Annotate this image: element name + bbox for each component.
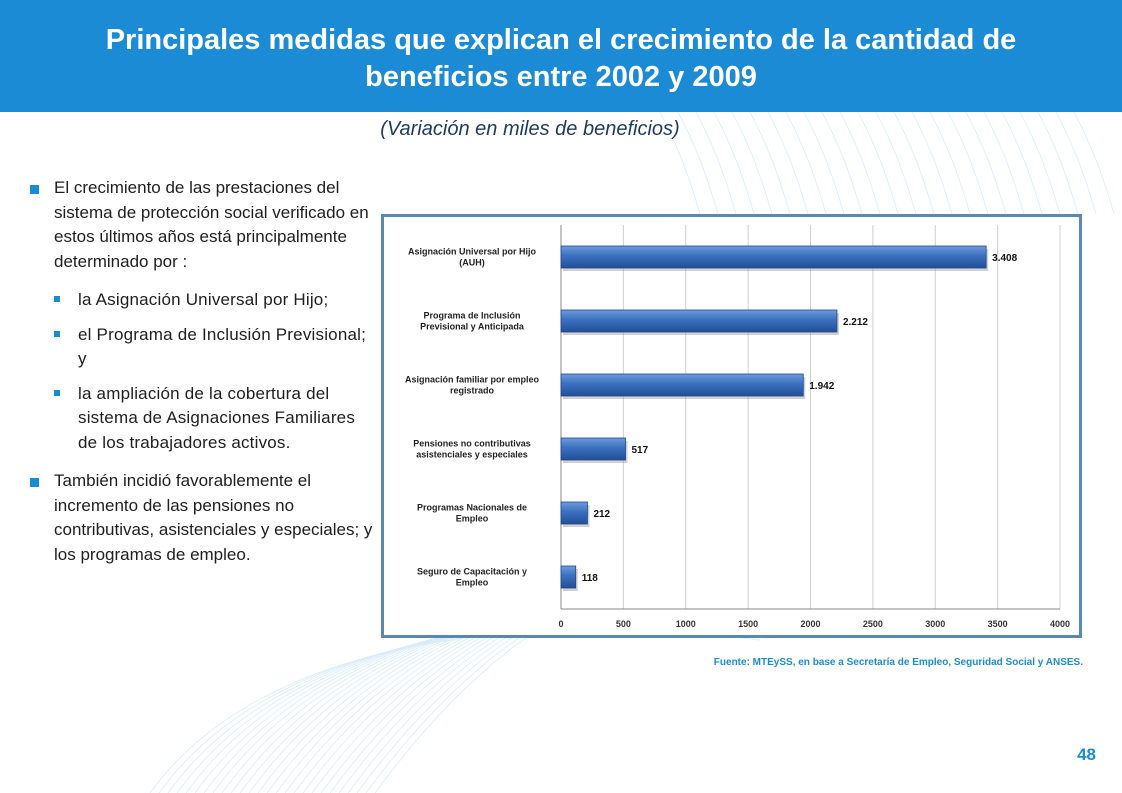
x-tick-label: 0 — [558, 619, 563, 629]
category-label-line: registrado — [450, 386, 495, 396]
background-wave-line — [1001, 111, 1043, 215]
bullet-list: El crecimiento de las prestaciones del s… — [30, 176, 375, 567]
category-label-line: Asignación Universal por Hijo — [408, 247, 537, 257]
bullet-square-icon — [30, 185, 39, 194]
background-wave-line — [677, 111, 719, 215]
category-label-line: asistenciales y especiales — [416, 450, 528, 460]
bar-value-label: 517 — [631, 445, 648, 456]
background-wave-line — [839, 111, 881, 215]
sub-bullet-item: la ampliación de la cobertura del sistem… — [30, 382, 375, 456]
category-label-line: Empleo — [456, 514, 489, 524]
bullet-item: El crecimiento de las prestaciones del s… — [30, 176, 375, 274]
bar-chart: 0 500 1000 1500 2000 2500 3000 3500 4000 3.408 Asi… — [405, 225, 1070, 629]
background-wave-line — [1073, 111, 1115, 215]
bar — [560, 373, 804, 397]
x-tick-label: 2500 — [863, 619, 883, 629]
sub-bullet-list: la Asignación Universal por Hijo; el Pro… — [30, 288, 375, 455]
page-number: 48 — [1077, 745, 1096, 764]
sub-bullet-text: la ampliación de la cobertura del sistem… — [78, 383, 356, 452]
background-wave-line — [713, 111, 755, 215]
x-tick-label: 4000 — [1050, 619, 1070, 629]
background-wave-line — [659, 111, 701, 215]
page-title: Principales medidas que explican el crec… — [105, 24, 1017, 93]
background-wave-line — [965, 111, 1007, 215]
background-wave-line — [203, 613, 803, 793]
background-wave-line — [176, 621, 782, 793]
chart-subtitle: (Variación en miles de beneficios) — [380, 118, 680, 140]
background-wave-line — [947, 111, 989, 215]
category-label: Seguro de Capacitación y Empleo — [417, 567, 527, 588]
bar-value-label: 1.942 — [809, 381, 834, 392]
sub-bullet-item: el Programa de Inclusión Previsional; y — [30, 323, 375, 372]
bar — [560, 245, 987, 269]
bar — [560, 501, 588, 525]
bar-value-label: 3.408 — [992, 253, 1017, 264]
background-wave-line — [857, 111, 899, 215]
sub-bullet-square-icon — [54, 389, 60, 396]
category-label-line: Programa de Inclusión — [423, 311, 520, 321]
bar-value-label: 118 — [582, 573, 599, 584]
bar-value-label: 212 — [593, 509, 610, 520]
bullet-square-icon — [30, 478, 39, 487]
background-wave-line — [1019, 111, 1061, 215]
background-wave-line — [929, 111, 971, 215]
category-label-line: Programas Nacionales de — [417, 503, 527, 513]
background-wave-line — [695, 111, 737, 215]
bar — [560, 309, 838, 333]
background-wave-line — [194, 615, 796, 793]
background-wave-line — [731, 111, 773, 215]
x-tick-label: 500 — [616, 619, 631, 629]
category-label: Programas Nacionales de Empleo — [417, 503, 527, 524]
background-wave-line — [803, 111, 845, 215]
x-tick-label: 3500 — [988, 619, 1008, 629]
sub-bullet-square-icon — [54, 296, 60, 302]
bullet-item: También incidió favorablemente el increm… — [30, 469, 375, 567]
x-tick-label: 1500 — [738, 619, 758, 629]
background-wave-line — [1055, 111, 1097, 215]
background-wave-line — [893, 111, 935, 215]
background-wave-line — [749, 111, 791, 215]
category-label-line: Seguro de Capacitación y — [417, 567, 527, 577]
background-wave-line — [785, 111, 827, 215]
bar-chart-frame: 0 500 1000 1500 2000 2500 3000 3500 4000 3.408 Asi… — [381, 214, 1082, 638]
bullet-text: También incidió favorablemente el increm… — [54, 471, 373, 564]
source-note: Fuente: MTEySS, en base a Secretaría de … — [713, 657, 1083, 668]
x-tick-label: 2000 — [800, 619, 820, 629]
background-wave-line — [875, 111, 917, 215]
sub-bullet-item: la Asignación Universal por Hijo; — [30, 288, 375, 313]
background-wave-line — [821, 111, 863, 215]
category-label-line: Empleo — [456, 578, 489, 588]
category-label-line: Pensiones no contributivas — [413, 439, 531, 449]
background-wave-line — [911, 111, 953, 215]
sub-bullet-text: el Programa de Inclusión Previsional; y — [78, 324, 367, 369]
background-wave-line — [983, 111, 1025, 215]
background-wave-line — [167, 623, 775, 793]
category-label: Pensiones no contributivas asistenciales … — [413, 439, 531, 460]
x-tick-label: 1000 — [676, 619, 696, 629]
category-label: Asignación familiar por empleo registrado — [405, 375, 540, 396]
bar-value-label: 2.212 — [843, 317, 868, 328]
category-label-line: (AUH) — [459, 258, 485, 268]
category-label: Programa de Inclusión Previsional y Antic… — [420, 311, 525, 332]
title-bar: Principales medidas que explican el crec… — [0, 0, 1122, 112]
bullet-text: El crecimiento de las prestaciones del s… — [54, 178, 369, 271]
x-tick-label: 3000 — [925, 619, 945, 629]
bar — [560, 565, 577, 589]
category-label-line: Asignación familiar por empleo — [405, 375, 540, 385]
bar — [560, 437, 626, 461]
background-wave-line — [1037, 111, 1079, 215]
sub-bullet-square-icon — [54, 330, 60, 337]
category-label-line: Previsional y Anticipada — [420, 322, 525, 332]
sub-bullet-text: la Asignación Universal por Hijo; — [78, 290, 329, 309]
background-wave-line — [767, 111, 809, 215]
category-label: Asignación Universal por Hijo (AUH) — [408, 247, 537, 268]
